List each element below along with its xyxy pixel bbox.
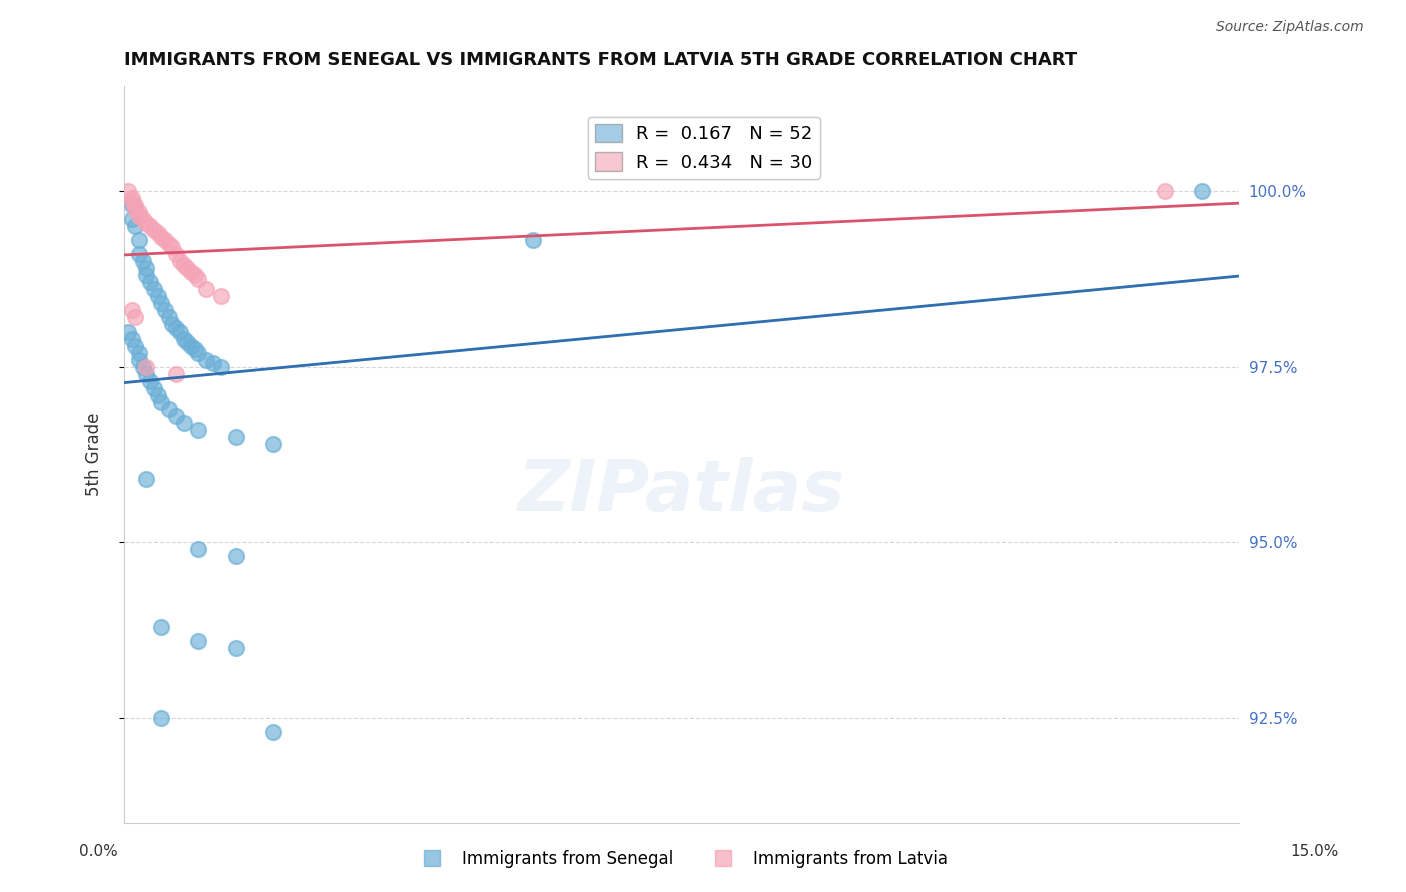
Point (121, 212, 143, 227)
Point (135, 216, 157, 230)
Point (124, 310, 146, 325)
Point (146, 388, 169, 402)
Point (121, 198, 143, 212)
Point (157, 310, 180, 325)
Point (180, 338, 202, 352)
Point (121, 191, 143, 205)
Text: 15.0%: 15.0% (1291, 845, 1339, 859)
Point (146, 226, 169, 240)
Point (139, 275, 162, 289)
Point (124, 198, 146, 212)
Point (139, 374, 162, 388)
Point (187, 345, 209, 359)
Point (169, 254, 191, 268)
Point (128, 345, 150, 359)
Point (262, 437, 284, 451)
Point (135, 367, 157, 381)
Point (117, 325, 139, 339)
Point (176, 334, 198, 349)
Point (176, 261, 198, 276)
Point (128, 205, 150, 219)
Point (153, 233, 176, 247)
Point (128, 209, 150, 223)
Point (194, 282, 217, 296)
Point (173, 258, 195, 272)
Point (202, 356, 225, 370)
Point (153, 303, 176, 318)
Point (187, 542, 209, 557)
Point (121, 194, 143, 209)
Point (209, 359, 232, 374)
Point (165, 367, 187, 381)
Point (132, 254, 155, 268)
Point (194, 352, 217, 367)
Point (187, 423, 209, 437)
Point (146, 289, 169, 303)
Point (150, 620, 173, 634)
Y-axis label: 5th Grade: 5th Grade (86, 413, 103, 496)
Point (121, 332, 143, 346)
Point (142, 222, 165, 236)
Point (124, 219, 146, 233)
Point (142, 282, 165, 296)
Point (150, 394, 173, 409)
Point (121, 303, 143, 318)
Text: ZIPatlas: ZIPatlas (517, 457, 845, 526)
Point (128, 247, 150, 261)
Point (184, 268, 207, 283)
Point (128, 233, 150, 247)
Legend: R =  0.167   N = 52, R =  0.434   N = 30: R = 0.167 N = 52, R = 0.434 N = 30 (588, 117, 820, 179)
Point (132, 212, 155, 227)
Point (262, 725, 284, 739)
Point (173, 332, 195, 346)
Text: 0.0%: 0.0% (79, 845, 118, 859)
Point (225, 430, 247, 444)
Point (117, 184, 139, 198)
Point (157, 401, 180, 416)
Point (187, 633, 209, 648)
Point (184, 342, 207, 356)
Point (162, 318, 184, 332)
Point (225, 640, 247, 655)
Point (209, 289, 232, 303)
Point (1153, 184, 1175, 198)
Point (157, 236, 180, 251)
Point (225, 549, 247, 564)
Point (150, 296, 173, 310)
Point (124, 202, 146, 216)
Point (124, 338, 146, 352)
Point (128, 352, 150, 367)
Point (139, 219, 162, 233)
Point (135, 359, 157, 374)
Point (135, 268, 157, 283)
Point (162, 240, 184, 254)
Point (187, 272, 209, 286)
Point (165, 247, 187, 261)
Point (165, 409, 187, 423)
Point (150, 229, 173, 244)
Point (135, 472, 157, 486)
Point (135, 261, 157, 276)
Text: IMMIGRANTS FROM SENEGAL VS IMMIGRANTS FROM LATVIA 5TH GRADE CORRELATION CHART: IMMIGRANTS FROM SENEGAL VS IMMIGRANTS FR… (124, 51, 1077, 69)
Point (150, 711, 173, 725)
Point (132, 359, 155, 374)
Point (169, 325, 191, 339)
Point (173, 416, 195, 430)
Point (522, 233, 544, 247)
Point (180, 265, 202, 279)
Point (142, 381, 165, 395)
Point (165, 321, 187, 335)
Point (1191, 184, 1213, 198)
Text: Source: ZipAtlas.com: Source: ZipAtlas.com (1216, 21, 1364, 34)
